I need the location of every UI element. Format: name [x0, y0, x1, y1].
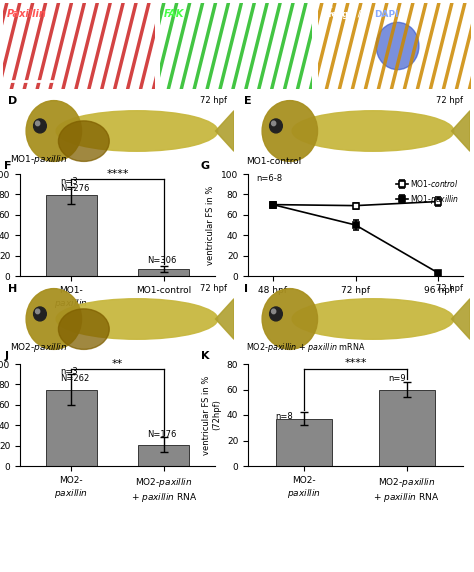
Polygon shape [216, 299, 234, 339]
Bar [138, 269, 190, 276]
Ellipse shape [270, 119, 283, 133]
Text: Paxillin: Paxillin [7, 9, 47, 19]
Text: F: F [4, 161, 12, 171]
Polygon shape [216, 111, 234, 151]
Text: J: J [4, 351, 9, 361]
Ellipse shape [34, 119, 46, 133]
Ellipse shape [292, 111, 454, 151]
Ellipse shape [56, 111, 218, 151]
Text: N=306: N=306 [147, 256, 177, 265]
Ellipse shape [292, 299, 454, 339]
Ellipse shape [36, 309, 40, 313]
Text: N=176: N=176 [147, 431, 177, 439]
Text: 72 hpf: 72 hpf [200, 284, 227, 293]
Ellipse shape [36, 121, 40, 126]
Text: C: C [324, 6, 332, 17]
Text: 72 hpf: 72 hpf [436, 284, 463, 293]
Ellipse shape [272, 309, 276, 313]
Ellipse shape [26, 101, 82, 161]
Text: merge /: merge / [322, 10, 365, 19]
Text: K: K [201, 351, 209, 361]
Text: n=3: n=3 [60, 367, 78, 376]
Bar [379, 390, 435, 466]
Ellipse shape [26, 289, 82, 349]
Bar [46, 390, 97, 466]
Y-axis label: ventricular FS in %
(72hpf): ventricular FS in % (72hpf) [202, 375, 221, 455]
Text: MO1-control: MO1-control [246, 157, 301, 166]
Bar [138, 444, 190, 466]
Text: FAK: FAK [164, 9, 185, 19]
Text: H: H [8, 284, 17, 294]
Text: B: B [166, 6, 174, 17]
Ellipse shape [58, 309, 109, 349]
Text: n=3: n=3 [60, 177, 78, 186]
Bar [46, 196, 97, 276]
Text: MO2-$\it{paxillin}$: MO2-$\it{paxillin}$ [10, 341, 67, 354]
Ellipse shape [376, 22, 419, 70]
Text: N=276: N=276 [60, 184, 89, 193]
Text: DAPI: DAPI [374, 10, 398, 19]
Text: G: G [201, 161, 210, 171]
Ellipse shape [58, 121, 109, 161]
Ellipse shape [34, 307, 46, 321]
Polygon shape [452, 299, 470, 339]
Y-axis label: ventricular FS in %: ventricular FS in % [207, 185, 216, 265]
Text: ****: **** [344, 359, 367, 368]
Text: MO2-$\it{paxillin}$ + $\it{paxillin}$ mRNA: MO2-$\it{paxillin}$ + $\it{paxillin}$ mR… [246, 341, 365, 354]
Text: D: D [8, 96, 17, 106]
Text: A: A [9, 6, 18, 17]
Text: I: I [244, 284, 247, 294]
Ellipse shape [56, 299, 218, 339]
Text: n=6-8: n=6-8 [256, 174, 283, 183]
Text: 72 hpf: 72 hpf [436, 96, 463, 105]
Text: **: ** [112, 359, 123, 368]
Bar [276, 419, 332, 466]
Text: n=8: n=8 [276, 412, 293, 421]
Polygon shape [452, 111, 470, 151]
Ellipse shape [262, 289, 318, 349]
Legend: MO1-$\it{control}$, MO1-$\it{paxillin}$: MO1-$\it{control}$, MO1-$\it{paxillin}$ [396, 178, 459, 206]
Ellipse shape [262, 101, 318, 161]
Ellipse shape [270, 307, 283, 321]
Text: E: E [244, 96, 251, 106]
Ellipse shape [272, 121, 276, 126]
Text: N=262: N=262 [60, 374, 89, 383]
Text: ****: **** [106, 169, 129, 178]
Text: MO1-$\it{paxillin}$: MO1-$\it{paxillin}$ [10, 153, 67, 166]
Text: 72 hpf: 72 hpf [200, 96, 227, 105]
Text: n=9: n=9 [388, 374, 406, 383]
